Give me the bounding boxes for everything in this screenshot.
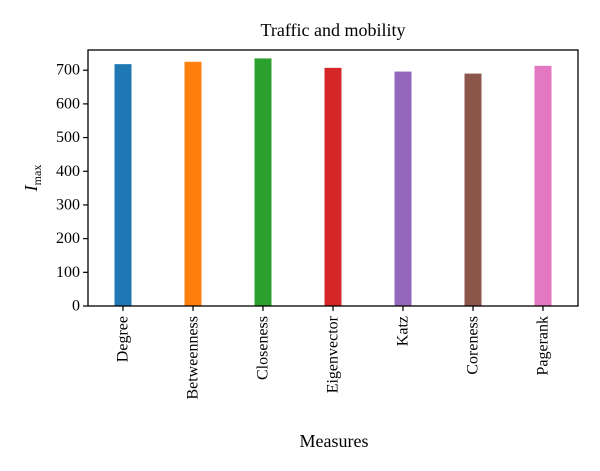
y-axis-label-subscript: max bbox=[30, 165, 44, 186]
x-tick-label-eigenvector: Eigenvector bbox=[325, 315, 342, 393]
y-tick-label: 0 bbox=[72, 298, 80, 315]
x-tick-label-katz: Katz bbox=[395, 316, 412, 346]
plot-frame bbox=[87, 49, 579, 307]
y-tick-label: 100 bbox=[56, 264, 80, 281]
y-tick-label: 700 bbox=[56, 62, 80, 79]
x-axis-ticks: Degree Betweenness Closeness Eigenvector Kat… bbox=[115, 306, 552, 400]
bar-betweenness bbox=[184, 61, 202, 306]
y-axis-label: Imax bbox=[21, 165, 44, 193]
x-tick-label-closeness: Closeness bbox=[255, 316, 272, 380]
bars-group bbox=[114, 58, 552, 307]
y-tick-label: 500 bbox=[56, 129, 80, 146]
chart-title: Traffic and mobility bbox=[261, 20, 406, 40]
y-tick-label: 200 bbox=[56, 230, 80, 247]
bar-pagerank bbox=[534, 65, 552, 306]
bar-closeness bbox=[254, 58, 272, 306]
x-tick-label-pagerank: Pagerank bbox=[535, 316, 552, 376]
bar-degree bbox=[114, 64, 132, 307]
bar-coreness bbox=[464, 73, 482, 306]
x-tick-label-betweenness: Betweenness bbox=[185, 316, 202, 400]
x-tick-label-coreness: Coreness bbox=[465, 316, 482, 375]
x-tick-label-degree: Degree bbox=[115, 316, 132, 362]
y-tick-label: 300 bbox=[56, 196, 80, 213]
y-tick-label: 400 bbox=[56, 163, 80, 180]
bar-eigenvector bbox=[324, 67, 342, 306]
y-axis-label-main: I bbox=[21, 184, 41, 192]
x-axis-label: Measures bbox=[300, 431, 369, 451]
y-axis-ticks: 0 100 200 300 400 500 600 700 bbox=[56, 62, 88, 315]
y-tick-label: 600 bbox=[56, 95, 80, 112]
bar-katz bbox=[394, 71, 412, 306]
